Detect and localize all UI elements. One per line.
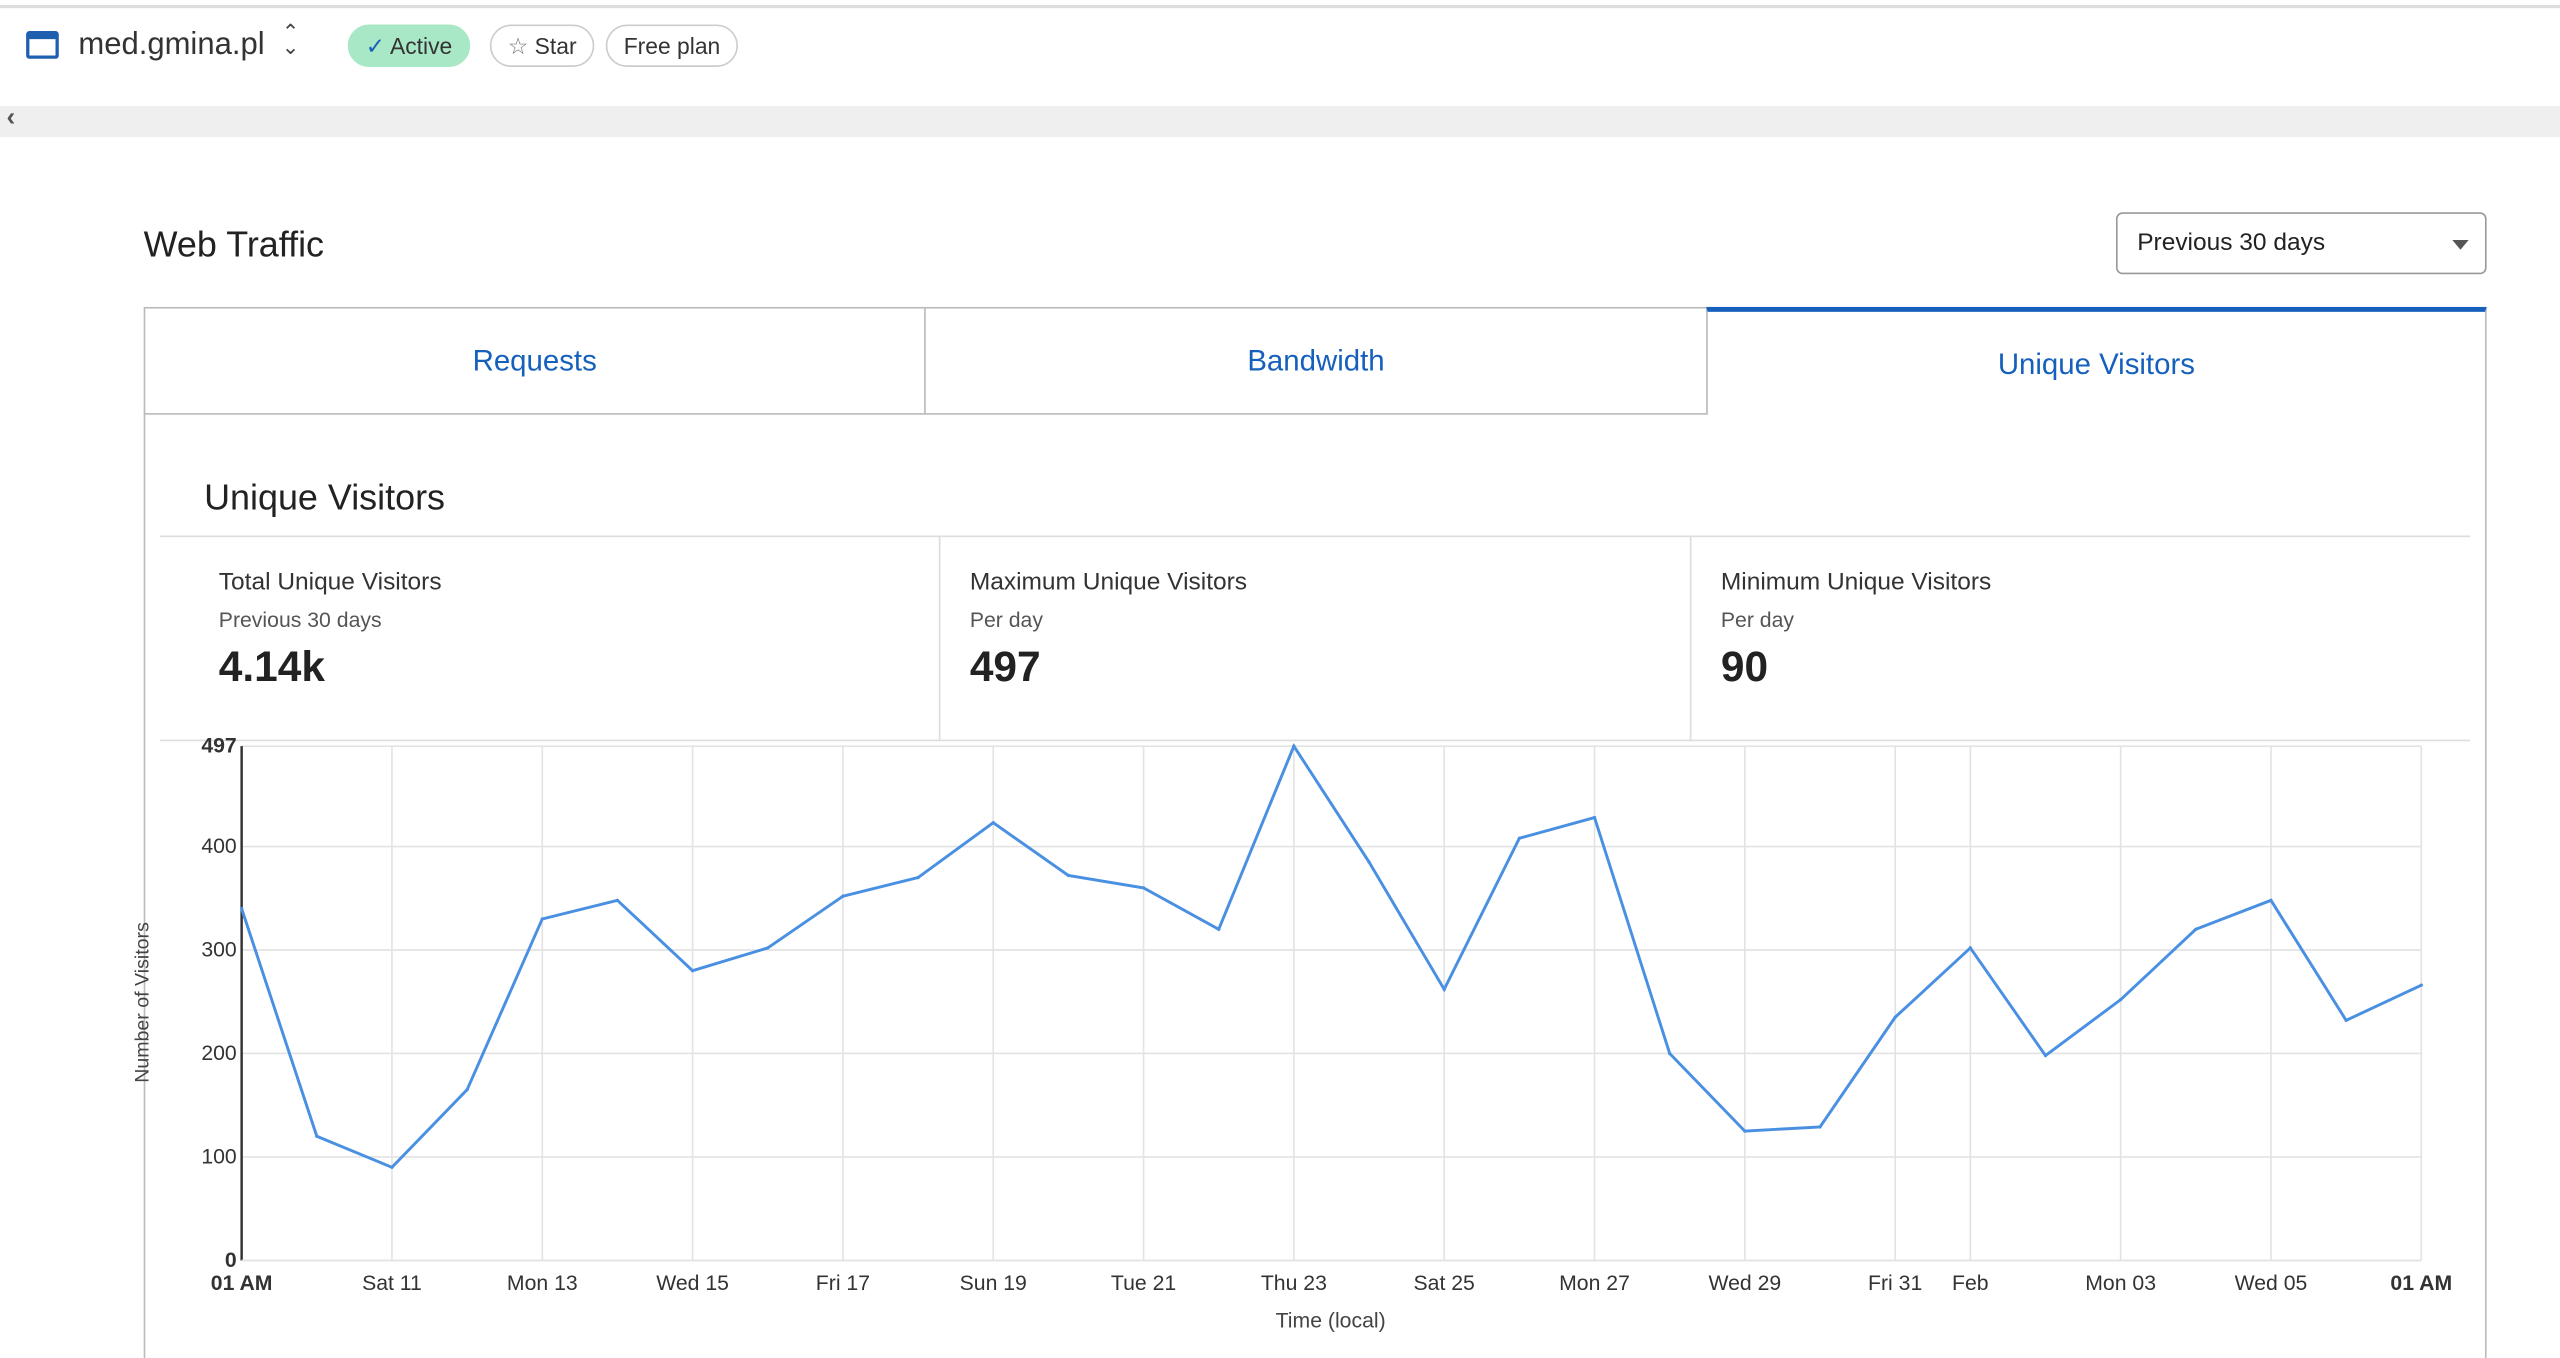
star-label: Star — [534, 32, 577, 59]
data-point — [1893, 1015, 1897, 1019]
x-tick-label: 01 AM — [2390, 1272, 2452, 1295]
data-point — [240, 906, 244, 911]
data-point — [1217, 927, 1221, 931]
visitors-line — [240, 742, 2422, 1170]
data-point — [2344, 1018, 2348, 1023]
data-point — [540, 917, 544, 921]
date-range-select[interactable]: Previous 30 days — [2115, 212, 2487, 275]
panel-border — [2484, 413, 2487, 1358]
x-tick-label: Thu 23 — [1261, 1272, 1327, 1295]
x-tick-label: Fri 31 — [1868, 1272, 1922, 1295]
stat-sub: Previous 30 days — [218, 607, 382, 632]
status-label: Active — [389, 32, 453, 59]
data-point — [1141, 886, 1146, 890]
top-divider — [0, 4, 2560, 9]
divider — [160, 535, 2471, 538]
data-point — [1442, 987, 1446, 991]
caret-down-icon — [2452, 240, 2469, 250]
data-point — [2043, 1053, 2048, 1058]
star-button[interactable]: ☆ Star — [489, 24, 595, 67]
data-point — [1517, 836, 1522, 840]
x-tick-label: Tue 21 — [1111, 1272, 1176, 1295]
x-tick-label: Wed 15 — [656, 1272, 729, 1295]
stat-total: Total Unique Visitors Previous 30 days 4… — [219, 568, 442, 692]
stat-value: 497 — [969, 641, 1041, 691]
stat-min: Minimum Unique Visitors Per day 90 — [1721, 568, 1991, 692]
data-point — [2269, 898, 2273, 902]
switch-site-chevron-icon[interactable]: ⌃ ⌄ — [281, 19, 300, 59]
divider — [160, 739, 2471, 742]
stat-label: Minimum Unique Visitors — [1720, 568, 1992, 596]
y-tick-label: 0 — [225, 1249, 237, 1272]
data-point — [841, 894, 845, 898]
data-point — [1968, 946, 1972, 950]
data-point — [2419, 983, 2423, 987]
data-point — [916, 875, 920, 880]
x-tick-label: Fri 17 — [816, 1272, 870, 1295]
tab-bandwidth[interactable]: Bandwidth — [924, 306, 1708, 415]
star-icon: ☆ — [507, 32, 529, 59]
chevron-left-icon[interactable]: ‹ — [6, 104, 16, 133]
x-tick-label: Mon 03 — [2085, 1272, 2156, 1295]
stat-max: Maximum Unique Visitors Per day 497 — [970, 568, 1247, 692]
divider — [938, 535, 941, 740]
stat-value: 4.14k — [218, 641, 326, 691]
data-point — [315, 1134, 319, 1138]
check-icon: ✓ — [365, 32, 385, 59]
tab-unique-visitors[interactable]: Unique Visitors — [1706, 306, 2487, 415]
stat-label: Total Unique Visitors — [218, 568, 442, 596]
tab-requests[interactable]: Requests — [143, 306, 926, 415]
x-tick-label: 01 AM — [211, 1272, 273, 1295]
collapse-bar — [0, 106, 2560, 138]
x-tick-label: Sat 25 — [1414, 1272, 1475, 1295]
data-point — [1292, 744, 1296, 748]
data-point — [1818, 1125, 1822, 1129]
data-point — [615, 898, 620, 902]
data-point — [2119, 998, 2123, 1002]
x-tick-label: Sat 11 — [362, 1272, 422, 1295]
data-point — [1592, 815, 1597, 820]
data-point — [1743, 1129, 1747, 1133]
x-tick-label: Sun 19 — [960, 1272, 1027, 1295]
stat-value: 90 — [1720, 641, 1769, 691]
date-range-value: Previous 30 days — [2137, 228, 2326, 257]
stat-sub: Per day — [969, 607, 1043, 632]
plan-badge: Free plan — [605, 24, 739, 67]
stat-sub: Per day — [1720, 607, 1795, 632]
data-point — [1367, 860, 1371, 864]
y-tick-label: 400 — [201, 835, 236, 858]
section-title: Unique Visitors — [204, 476, 446, 518]
data-point — [2194, 927, 2198, 931]
x-tick-label: Mon 27 — [1559, 1272, 1630, 1295]
status-badge: ✓ Active — [347, 24, 471, 67]
stat-label: Maximum Unique Visitors — [969, 568, 1248, 596]
y-tick-label: 200 — [201, 1042, 236, 1065]
data-point — [390, 1165, 394, 1169]
data-point — [1668, 1051, 1672, 1056]
y-axis-title: Number of Visitors — [132, 922, 154, 1083]
x-tick-label: Mon 13 — [507, 1272, 578, 1295]
x-axis-title: Time (local) — [1276, 1309, 1386, 1332]
y-tick-label: 497 — [201, 735, 236, 758]
site-name: med.gmina.pl — [78, 27, 265, 63]
data-point — [465, 1088, 469, 1092]
divider — [1689, 535, 1692, 740]
data-point — [766, 946, 770, 950]
website-icon — [26, 31, 59, 59]
x-tick-label: Wed 29 — [1708, 1272, 1781, 1295]
data-point — [991, 821, 995, 825]
y-tick-label: 100 — [201, 1145, 236, 1168]
data-point — [1066, 873, 1071, 878]
data-point — [690, 969, 695, 973]
page-title: Web Traffic — [143, 223, 325, 265]
x-tick-label: Feb — [1952, 1272, 1989, 1295]
panel-border — [143, 413, 146, 1358]
y-tick-label: 300 — [201, 939, 236, 962]
x-tick-label: Wed 05 — [2235, 1272, 2308, 1295]
